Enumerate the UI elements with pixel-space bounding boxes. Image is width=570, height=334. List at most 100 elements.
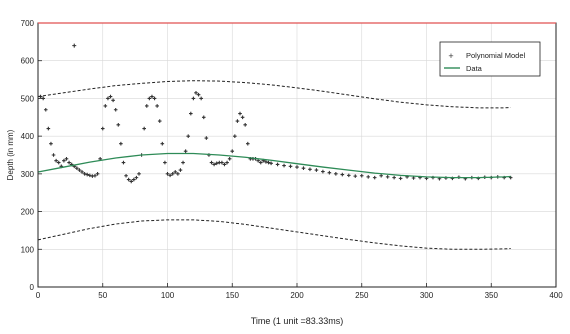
model-point xyxy=(233,134,237,138)
model-point xyxy=(288,164,293,169)
y-axis-label: Depth (in mm) xyxy=(6,129,15,180)
model-point xyxy=(142,126,146,131)
model-point xyxy=(62,158,66,163)
model-point xyxy=(240,115,245,120)
model-point xyxy=(379,173,383,178)
model-point xyxy=(269,161,273,166)
model-point xyxy=(366,175,371,179)
model-point xyxy=(147,96,152,101)
y-tick-label: 100 xyxy=(21,245,35,254)
model-point xyxy=(204,136,209,140)
model-point xyxy=(163,160,167,165)
model-point xyxy=(116,123,121,127)
x-tick-label: 0 xyxy=(36,291,41,300)
model-point xyxy=(111,98,115,103)
model-point xyxy=(508,175,513,180)
model-point xyxy=(121,160,126,165)
model-point xyxy=(51,153,56,157)
model-point xyxy=(137,172,141,176)
model-point xyxy=(168,173,172,178)
x-tick-label: 200 xyxy=(290,291,304,300)
y-tick-label: 700 xyxy=(21,19,35,28)
model-point xyxy=(113,107,118,112)
model-point xyxy=(214,161,219,166)
model-point xyxy=(238,111,242,116)
model-point xyxy=(124,173,128,178)
y-tick-label: 400 xyxy=(21,132,35,141)
model-point xyxy=(264,159,268,164)
legend-label-data: Data xyxy=(466,64,483,73)
model-point xyxy=(353,174,358,178)
model-point xyxy=(157,119,162,123)
model-point xyxy=(199,96,203,101)
model-point xyxy=(165,172,170,176)
model-point xyxy=(230,149,235,154)
model-point xyxy=(183,149,188,154)
x-axis-label: Time (1 unit =83.33ms) xyxy=(251,316,343,326)
data-line xyxy=(37,152,511,179)
model-point xyxy=(41,96,45,101)
model-point xyxy=(49,141,53,146)
model-point xyxy=(170,172,175,176)
model-point xyxy=(201,115,206,120)
legend: + Polynomial Model Data xyxy=(439,41,541,77)
model-point xyxy=(189,111,193,116)
model-point xyxy=(77,168,82,172)
model-point xyxy=(227,156,232,161)
model-point xyxy=(411,176,416,180)
axis-ticks: 0 100 200 300 400 500 600 700 0 50 100 150 200 250 300… xyxy=(21,19,564,300)
x-tick-label: 250 xyxy=(355,291,369,300)
legend-box xyxy=(439,41,541,77)
model-point xyxy=(64,156,69,161)
model-point xyxy=(266,160,271,165)
model-point xyxy=(321,169,325,174)
model-point xyxy=(295,165,299,169)
model-point xyxy=(54,158,58,163)
model-point xyxy=(245,141,250,146)
model-point xyxy=(119,141,123,146)
model-point xyxy=(43,107,48,112)
model-point xyxy=(340,172,345,177)
model-point xyxy=(56,160,61,165)
model-point xyxy=(178,168,183,172)
model-point xyxy=(308,167,312,172)
model-point xyxy=(275,162,280,167)
model-point xyxy=(106,96,110,101)
model-point xyxy=(93,173,97,178)
x-tick-label: 100 xyxy=(161,291,175,300)
model-point xyxy=(85,172,90,177)
model-point xyxy=(129,179,134,184)
model-point xyxy=(155,104,159,108)
x-tick-label: 350 xyxy=(485,291,499,300)
y-tick-label: 300 xyxy=(21,170,35,179)
y-tick-label: 200 xyxy=(21,208,35,217)
model-point xyxy=(222,162,227,167)
model-point xyxy=(327,170,332,175)
model-point xyxy=(191,96,196,101)
model-point xyxy=(334,172,338,176)
model-point xyxy=(196,92,201,97)
model-point xyxy=(301,166,306,170)
model-point xyxy=(67,160,71,165)
model-point xyxy=(150,94,154,99)
model-point xyxy=(88,173,92,178)
model-point xyxy=(152,96,157,101)
model-point xyxy=(160,141,165,146)
model-point xyxy=(347,173,351,178)
model-point xyxy=(314,168,319,172)
model-point xyxy=(80,170,84,174)
y-tick-label: 0 xyxy=(30,283,35,292)
y-tick-label: 600 xyxy=(21,57,35,66)
model-point xyxy=(144,104,149,108)
legend-label-polynomial: Polynomial Model xyxy=(466,51,526,60)
model-point xyxy=(176,172,180,176)
model-point xyxy=(235,119,240,123)
model-point xyxy=(186,134,191,138)
model-point xyxy=(282,163,286,168)
x-tick-label: 50 xyxy=(98,291,107,300)
x-tick-label: 150 xyxy=(226,291,240,300)
model-point xyxy=(359,173,364,178)
series-layer xyxy=(37,43,513,250)
model-point xyxy=(82,172,87,176)
